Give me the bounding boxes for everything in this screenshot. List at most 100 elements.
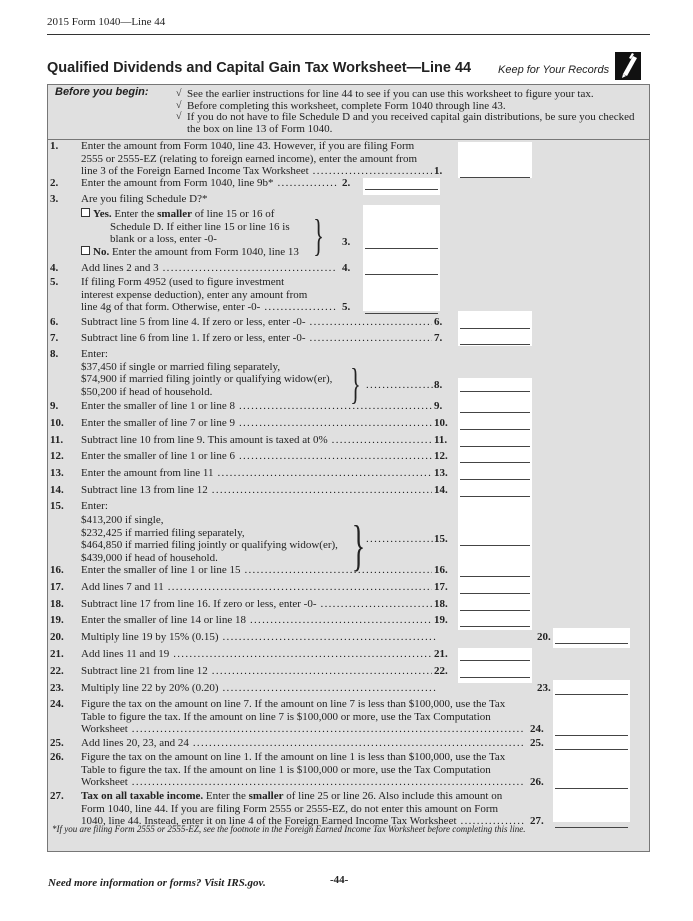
line-number: 27. (50, 790, 64, 802)
amount-entry-field[interactable] (460, 412, 530, 413)
help-text: Need more information or forms? Visit IR… (48, 877, 266, 889)
line-text-wrap: Subtract line 5 from line 4. If zero or … (81, 316, 306, 329)
line-text: Worksheet (81, 776, 128, 788)
line-number: 26. (50, 751, 64, 763)
amount-entry-field[interactable] (460, 677, 530, 678)
amount-entry-field[interactable] (460, 496, 530, 497)
line-text-wrap: Figure the tax on the amount on line 1. … (81, 751, 505, 763)
line-text: Subtract line 13 from line 12 (81, 484, 208, 496)
amount-entry-field[interactable] (460, 576, 530, 577)
checkbox-icon[interactable] (81, 208, 90, 217)
amount-entry-field[interactable] (460, 660, 530, 661)
line-text: If filing Form 4952 (used to figure inve… (81, 276, 285, 288)
line-text-wrap: line 4g of that form. Otherwise, enter -… (81, 301, 260, 314)
amount-entry-field[interactable] (460, 328, 530, 329)
dot-leader (128, 776, 525, 789)
amount-entry-field[interactable] (460, 462, 530, 463)
line-text-wrap: 1040, line 44. Instead, enter it on line… (81, 815, 457, 828)
amount-entry-field[interactable] (365, 248, 438, 249)
line-text: Enter: (81, 348, 108, 360)
line-text-wrap: Table to figure the tax. If the amount o… (81, 764, 491, 776)
page-title: Qualified Dividends and Capital Gain Tax… (47, 60, 472, 76)
line-text-wrap: Enter the smaller of line 1 or line 6 (81, 450, 235, 463)
amount-entry-field[interactable] (460, 177, 530, 178)
amount-entry-field[interactable] (555, 694, 628, 695)
line-text: Subtract line 10 from line 9. This amoun… (81, 434, 328, 446)
amount-entry-field[interactable] (460, 391, 530, 393)
line-number-ref: 13. (434, 467, 448, 479)
amount-entry-field[interactable] (460, 626, 530, 627)
divider (48, 139, 649, 140)
line-number-ref: 12. (434, 450, 448, 462)
amount-entry-field[interactable] (365, 313, 438, 314)
entry-box-background (553, 628, 630, 648)
line-number-ref: 25. (530, 737, 544, 749)
line-number: 2. (50, 177, 59, 189)
amount-entry-field[interactable] (555, 735, 628, 736)
before-you-begin-label: Before you begin: (55, 86, 149, 98)
amount-entry-field[interactable] (555, 749, 628, 750)
line-text-wrap: Add lines 2 and 3 (81, 262, 159, 275)
line-text-wrap: Subtract line 21 from line 12 (81, 665, 208, 678)
line-number: 13. (50, 467, 64, 479)
option-yes-text: Schedule D. If either line 15 or line 16… (110, 220, 290, 233)
option-no-label: No. (93, 246, 110, 258)
line-number-ref: 9. (434, 400, 443, 412)
amount-entry-field[interactable] (460, 610, 530, 611)
entry-box-background (458, 142, 532, 178)
line-text-wrap: If filing Form 4952 (used to figure inve… (81, 276, 284, 288)
amount-entry-field[interactable] (555, 827, 628, 828)
line-text-row: Enter the smaller of line 1 or line 15 (81, 564, 432, 577)
amount-entry-field[interactable] (460, 446, 530, 447)
line-text-row: Enter the smaller of line 1 or line 8 (81, 400, 432, 413)
line-number: 12. (50, 450, 64, 462)
line-number-ref: 2. (342, 177, 351, 189)
dot-leader (235, 400, 432, 413)
line-number-ref: 15. (434, 533, 448, 545)
line-number-ref: 14. (434, 484, 448, 496)
line-text: smaller (157, 208, 192, 220)
line-text-row: Subtract line 6 from line 1. If zero or … (81, 332, 432, 345)
line-text-wrap: Add lines 7 and 11 (81, 581, 164, 594)
amount-entry-field[interactable] (555, 788, 628, 789)
line-text-row: Figure the tax on the amount on line 1. … (81, 751, 505, 764)
line-text-wrap: interest expense deduction), enter any a… (81, 289, 307, 301)
amount-entry-field[interactable] (555, 643, 628, 644)
dot-leader (309, 165, 432, 178)
line-text-row: Subtract line 17 from line 16. If zero o… (81, 598, 432, 611)
line-text: smaller (248, 790, 284, 802)
amount-entry-field[interactable] (365, 274, 438, 275)
line-text: Enter the smaller of line 1 or line 15 (81, 564, 241, 576)
amount-entry-field[interactable] (460, 429, 530, 430)
line-text: Enter: (81, 500, 108, 512)
line-text: Enter the smaller of line 7 or line 9 (81, 417, 235, 429)
line-text-wrap: Enter the smaller of line 1 or line 8 (81, 400, 235, 413)
checkbox-icon[interactable] (81, 246, 90, 255)
line-text: Subtract line 6 from line 1. If zero or … (81, 332, 306, 344)
line-text-wrap: Table to figure the tax. If the amount o… (81, 711, 491, 723)
line-text-wrap: Enter the amount from line 11 (81, 467, 213, 480)
line-number: 5. (50, 276, 59, 288)
line-text-row: Worksheet (81, 776, 525, 789)
option-text: $37,450 if single or married filing sepa… (81, 360, 281, 373)
amount-entry-field[interactable] (365, 189, 438, 190)
before-you-begin-item: the box on line 13 of Form 1040. (187, 122, 333, 135)
line-number-ref: 20. (537, 631, 551, 643)
line-number: 9. (50, 400, 59, 412)
line-text-wrap: Worksheet (81, 723, 128, 736)
entry-box-background (458, 378, 532, 545)
amount-entry-field[interactable] (460, 479, 530, 480)
line-number: 17. (50, 581, 64, 593)
line-number: 20. (50, 631, 64, 643)
amount-entry-field[interactable] (460, 344, 530, 345)
line-number-ref: 1. (434, 165, 443, 177)
brace: } (350, 359, 361, 408)
line-text: Multiply line 22 by 20% (0.20) (81, 682, 219, 694)
amount-entry-field[interactable] (460, 593, 530, 594)
line-number-ref: 18. (434, 598, 448, 610)
option-text: $74,900 if married filing jointly or qua… (81, 373, 333, 385)
amount-entry-field[interactable] (460, 545, 530, 546)
dot-leader (362, 533, 434, 546)
line-text: Enter the smaller of line 1 or line 6 (81, 450, 235, 462)
line-text: line 3 of the Foreign Earned Income Tax … (81, 165, 309, 177)
